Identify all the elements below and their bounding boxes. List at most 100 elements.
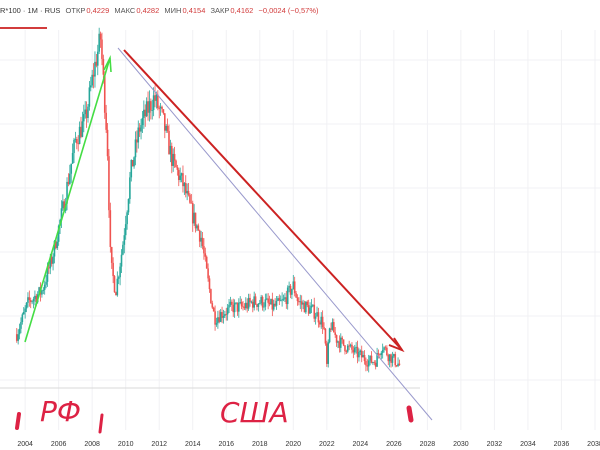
candle-body (50, 257, 53, 264)
candle-body (352, 349, 355, 353)
candle-body (306, 301, 309, 306)
candle-body (353, 347, 356, 353)
candle-body (67, 181, 70, 184)
candle-body (88, 87, 91, 107)
candle-body (296, 297, 299, 302)
candle-body (170, 145, 173, 166)
candle-body (369, 355, 371, 361)
candle-body (89, 85, 92, 88)
candle-body (130, 159, 133, 178)
x-tick-label: 2030 (453, 441, 469, 448)
candle-body (84, 109, 86, 115)
open-value: 0,4229 (86, 6, 110, 15)
candle-body (102, 58, 105, 75)
candle-body (177, 169, 180, 181)
candle-body (183, 183, 186, 187)
candle-body (300, 301, 303, 305)
candle-body (289, 285, 292, 295)
candle-body (359, 350, 362, 353)
candle-body (360, 350, 363, 358)
candle-body (279, 300, 282, 302)
candle-body (71, 152, 74, 164)
low-value: 0,4154 (182, 6, 206, 15)
candle-body (298, 301, 300, 303)
candle-body (87, 106, 89, 119)
candle-body (62, 201, 64, 209)
candle-body (81, 121, 84, 137)
header-underline (0, 27, 47, 29)
candle-body (126, 212, 128, 225)
candle-body (17, 334, 19, 341)
x-tick-label: 2032 (487, 441, 503, 448)
candle-body (285, 297, 288, 305)
candle-body (151, 110, 154, 111)
close-value: 0,4162 (230, 6, 254, 15)
candle-body (239, 301, 242, 303)
candle-body (316, 312, 318, 317)
candle-body (133, 157, 135, 167)
candle-body (198, 230, 201, 242)
candle-body (366, 365, 369, 367)
x-tick-label: 2028 (420, 441, 436, 448)
candle-body (277, 298, 279, 301)
candle-body (293, 281, 296, 294)
candle-body (155, 94, 158, 101)
candle-body (246, 302, 249, 309)
candle-body (66, 181, 68, 204)
candle-body (377, 353, 380, 355)
candle-body (370, 355, 373, 363)
candle-body (264, 299, 267, 307)
x-tick-label: 2036 (554, 441, 570, 448)
mark-mid (98, 413, 104, 434)
candle-body (122, 244, 124, 255)
candle-body (98, 33, 100, 52)
candle-body (231, 301, 233, 305)
candle-body (312, 304, 314, 306)
candle-body (363, 355, 366, 362)
candle-body (210, 289, 212, 304)
candle-body (157, 94, 159, 109)
candle-body (222, 315, 225, 318)
candle-body (106, 129, 109, 157)
candle-body (21, 314, 24, 323)
candle-body (179, 175, 181, 181)
candle-body (92, 74, 95, 77)
candle-body (275, 300, 278, 306)
candle-body (196, 225, 198, 229)
candle-body (141, 117, 144, 126)
candle-body (376, 353, 378, 367)
candle-body (218, 317, 221, 322)
candle-body (292, 281, 295, 290)
candle-body (208, 278, 211, 290)
x-tick-label: 2024 (353, 441, 369, 448)
candle-body (240, 301, 243, 307)
candle-body (286, 287, 289, 305)
candle-body (345, 351, 348, 352)
x-tick-label: 2016 (218, 441, 234, 448)
candle-body (281, 299, 283, 301)
candle-body (321, 316, 324, 328)
candle-body (217, 317, 219, 324)
candle-body (205, 256, 208, 269)
candle-body (147, 101, 149, 113)
candle-body (180, 173, 183, 176)
x-tick-label: 2006 (51, 441, 67, 448)
candle-body (212, 307, 215, 312)
candle-body (229, 301, 232, 305)
candle-body (247, 297, 250, 309)
candle-body (310, 305, 313, 308)
candle-body (250, 301, 253, 303)
candle-body (116, 278, 119, 296)
candle-body (271, 298, 274, 310)
candle-body (161, 106, 163, 110)
candle-body (194, 212, 197, 229)
candle-body (53, 240, 56, 257)
candle-body (334, 332, 336, 335)
candle-body (235, 302, 237, 304)
candle-body (91, 74, 93, 86)
x-tick-label: 2026 (386, 441, 402, 448)
candle-body (313, 304, 316, 319)
trendline[interactable] (117, 47, 433, 421)
candle-body (43, 284, 46, 290)
